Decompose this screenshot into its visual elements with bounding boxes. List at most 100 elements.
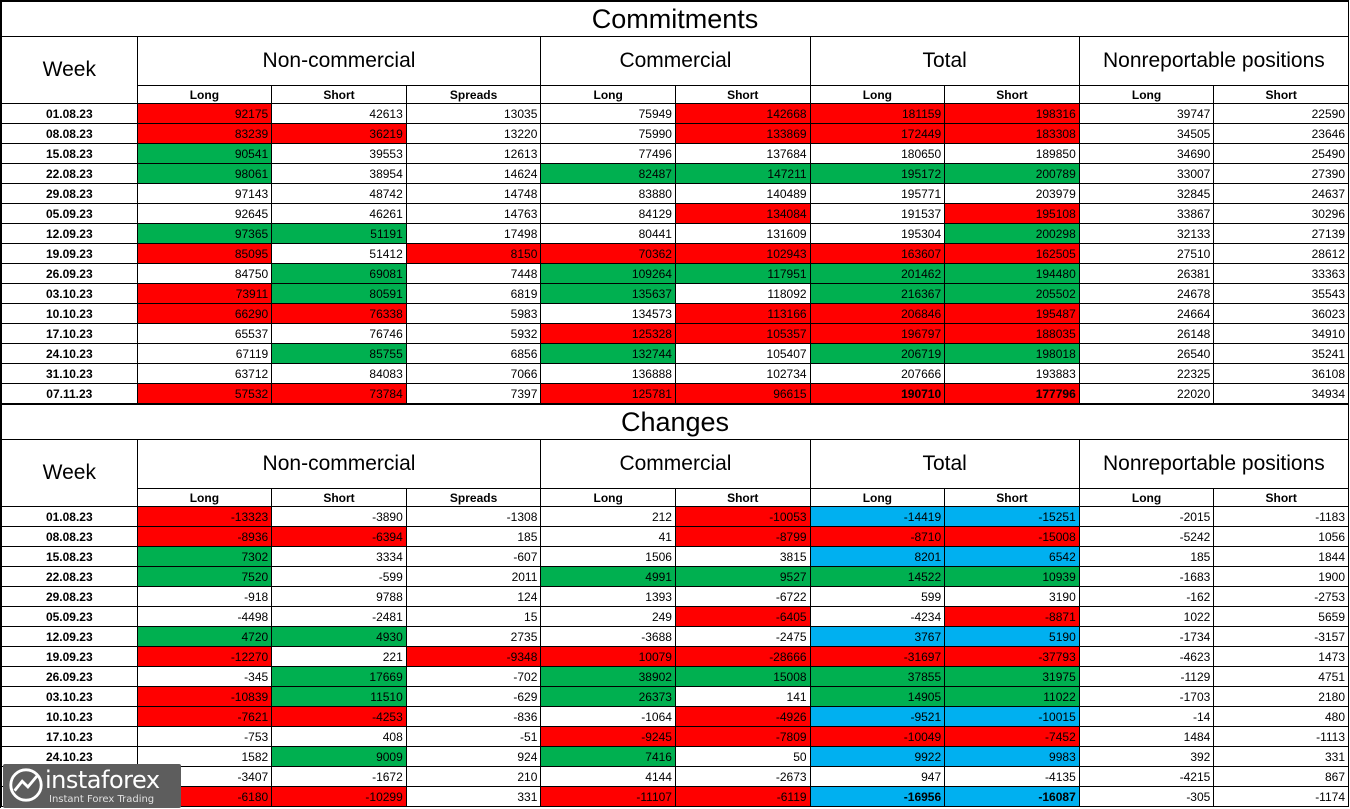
value-cell: -9521 (809, 706, 946, 727)
table-row: 12.09.23 4720 4930 2735 -3688 -2475 3767 5190 -1… (1, 626, 1349, 647)
value-cell: 22020 (1078, 383, 1215, 404)
group-header: Commercial (540, 36, 811, 86)
value-cell: 140489 (674, 183, 811, 204)
value-cell: 924 (405, 746, 542, 767)
value-cell: -31697 (809, 646, 946, 667)
value-cell: 195304 (809, 223, 946, 244)
value-cell: 35543 (1213, 283, 1349, 304)
week-cell: 29.08.23 (1, 183, 138, 204)
value-cell: 80441 (540, 223, 676, 244)
value-cell: 132744 (540, 343, 676, 364)
value-cell: -1129 (1078, 666, 1215, 687)
value-cell: 33363 (1213, 263, 1349, 284)
value-cell: 17669 (271, 666, 407, 687)
value-cell: -2475 (674, 626, 811, 647)
value-cell: -6405 (674, 606, 811, 627)
value-cell: -702 (405, 666, 542, 687)
value-cell: -14419 (809, 506, 946, 527)
table-row: 05.09.23 -4498 -2481 15 249 -6405 -4234 -8871 10… (1, 606, 1349, 627)
value-cell: 102734 (674, 363, 811, 384)
value-cell: 77496 (540, 143, 676, 164)
value-cell: 172449 (809, 123, 946, 144)
value-cell: 41 (540, 526, 676, 547)
value-cell: 5190 (944, 626, 1080, 647)
value-cell: 7448 (405, 263, 542, 284)
value-cell: 7520 (136, 566, 273, 587)
value-cell: 480 (1213, 706, 1349, 727)
column-header: Long (540, 488, 676, 507)
value-cell: 191537 (809, 203, 946, 224)
value-cell: 34934 (1213, 383, 1349, 404)
value-cell: 105357 (674, 323, 811, 344)
value-cell: 117951 (674, 263, 811, 284)
week-cell: 26.09.23 (1, 263, 138, 284)
value-cell: -4215 (1078, 766, 1215, 787)
value-cell: 198018 (944, 343, 1080, 364)
value-cell: 180650 (809, 143, 946, 164)
value-cell: 183308 (944, 123, 1080, 144)
value-cell: 76338 (271, 303, 407, 324)
group-header: Commercial (540, 439, 811, 489)
value-cell: 185 (1078, 546, 1215, 567)
value-cell: -1734 (1078, 626, 1215, 647)
value-cell: -10049 (809, 726, 946, 747)
group-header: Total (809, 439, 1080, 489)
value-cell: 205502 (944, 283, 1080, 304)
column-header: Long (1078, 488, 1215, 507)
value-cell: 10079 (540, 646, 676, 667)
value-cell: 90541 (136, 143, 273, 164)
value-cell: 6542 (944, 546, 1080, 567)
value-cell: 34505 (1078, 123, 1215, 144)
week-cell: 10.10.23 (1, 303, 138, 324)
value-cell: 69081 (271, 263, 407, 284)
value-cell: 39747 (1078, 103, 1215, 124)
value-cell: -9348 (405, 646, 542, 667)
value-cell: 85755 (271, 343, 407, 364)
value-cell: 25490 (1213, 143, 1349, 164)
value-cell: 189850 (944, 143, 1080, 164)
week-cell: 15.08.23 (1, 546, 138, 567)
value-cell: 39553 (271, 143, 407, 164)
column-header: Long (809, 488, 946, 507)
value-cell: 124 (405, 586, 542, 607)
table-row: 01.08.23 92175 42613 13035 75949 142668 181159… (1, 103, 1349, 124)
value-cell: 109264 (540, 263, 676, 284)
value-cell: 9983 (944, 746, 1080, 767)
table-row: 31.10.23 63712 84083 7066 136888 102734 207666… (1, 363, 1349, 384)
week-cell: 29.08.23 (1, 586, 138, 607)
table-row: 03.10.23 -10839 11510 -629 26373 141 14905 1102… (1, 686, 1349, 707)
value-cell: -162 (1078, 586, 1215, 607)
value-cell: -10839 (136, 686, 273, 707)
value-cell: 408 (271, 726, 407, 747)
value-cell: 4930 (271, 626, 407, 647)
value-cell: -8799 (674, 526, 811, 547)
week-cell: 01.08.23 (1, 103, 138, 124)
value-cell: 3815 (674, 546, 811, 567)
value-cell: -37793 (944, 646, 1080, 667)
value-cell: -345 (136, 666, 273, 687)
value-cell: 57532 (136, 383, 273, 404)
value-cell: 195108 (944, 203, 1080, 224)
value-cell: -3688 (540, 626, 676, 647)
instaforex-logo-icon (9, 768, 43, 802)
value-cell: 142668 (674, 103, 811, 124)
table-row: 26.09.23 84750 69081 7448 109264 117951 201462… (1, 263, 1349, 284)
value-cell: 70362 (540, 243, 676, 264)
value-cell: -5242 (1078, 526, 1215, 547)
table-row: 19.09.23 85095 51412 8150 70362 102943 163607 1… (1, 243, 1349, 264)
value-cell: 14522 (809, 566, 946, 587)
column-header: Short (1213, 85, 1349, 104)
value-cell: 22590 (1213, 103, 1349, 124)
value-cell: 102943 (674, 243, 811, 264)
week-cell: 31.10.23 (1, 363, 138, 384)
column-header: Long (809, 85, 946, 104)
value-cell: -6394 (271, 526, 407, 547)
table-row: 08.08.23 83239 36219 13220 75990 133869 172449… (1, 123, 1349, 144)
value-cell: -6722 (674, 586, 811, 607)
column-header: Short (271, 85, 407, 104)
value-cell: 134084 (674, 203, 811, 224)
commitments-title: Commitments (1, 1, 1349, 37)
value-cell: 163607 (809, 243, 946, 264)
value-cell: -11107 (540, 786, 676, 807)
week-header: Week (1, 36, 138, 104)
